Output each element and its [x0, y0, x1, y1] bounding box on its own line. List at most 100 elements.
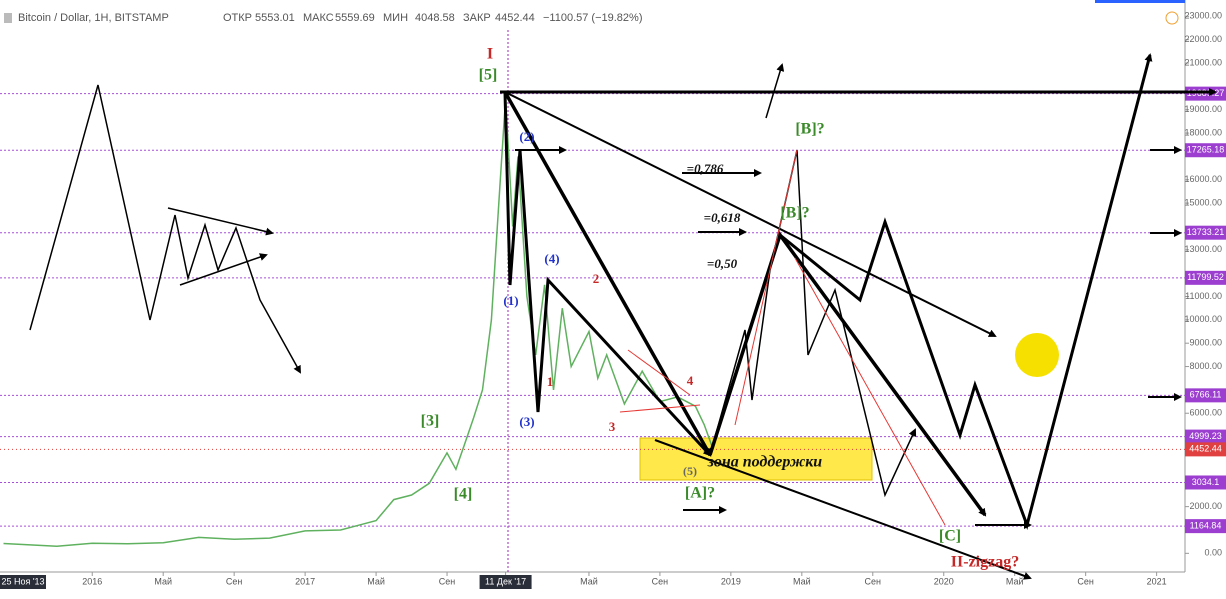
- drawn-line: [619, 404, 701, 413]
- y-tick-label: 13000.00: [1184, 244, 1222, 254]
- annotation: [A]?: [685, 485, 715, 502]
- y-tick-label: 21000.00: [1184, 57, 1222, 67]
- level-box: [1185, 475, 1226, 490]
- annotation: [B]?: [780, 205, 809, 222]
- annotation: =0,618: [704, 210, 741, 225]
- drawn-arrow: [179, 253, 268, 286]
- annotation: [B]?: [795, 121, 824, 138]
- drawn-arrow: [29, 84, 301, 374]
- header-text: ОТКР: [223, 12, 252, 24]
- header-text: 5559.69: [335, 12, 375, 24]
- header-text: МАКС: [303, 12, 334, 24]
- x-tick-label: Май: [580, 576, 598, 586]
- header-text: МИН: [383, 12, 408, 24]
- drawn-arrow: [503, 91, 712, 457]
- x-tick-label: 2020: [934, 576, 954, 586]
- header-text: 5553.01: [255, 12, 295, 24]
- y-tick-label: 23000.00: [1184, 11, 1222, 21]
- annotation: =0,50: [707, 256, 738, 271]
- annotation: [C]: [939, 528, 961, 545]
- last-price-box: [1185, 442, 1226, 457]
- level-box: [1185, 225, 1226, 240]
- level-box: [1185, 270, 1226, 285]
- level-label: 4999.23: [1189, 431, 1222, 441]
- drawn-arrow: [765, 63, 785, 119]
- drawn-line: [734, 149, 798, 426]
- level-label: 1164.84: [1190, 521, 1222, 531]
- y-tick-label: 18000.00: [1184, 127, 1222, 137]
- level-box: [1185, 388, 1226, 403]
- annotation: 4: [687, 373, 694, 388]
- y-tick-label: 8000.00: [1189, 361, 1222, 371]
- header-text: ЗАКР: [463, 12, 491, 24]
- x-tick-label: Сен: [226, 576, 243, 586]
- x-start-box: [0, 575, 46, 589]
- support-zone: [639, 437, 873, 481]
- y-tick-label: 11000.00: [1185, 291, 1222, 301]
- x-tick-label: Сен: [439, 576, 456, 586]
- level-box: [1185, 519, 1226, 534]
- header-text: 4452.44: [495, 12, 535, 24]
- drawn-arrow: [654, 439, 1032, 580]
- annotation: (2): [519, 129, 534, 144]
- y-tick-label: 19000.00: [1184, 104, 1222, 114]
- level-label: 6766.11: [1190, 390, 1222, 400]
- level-box: [1185, 143, 1226, 158]
- annotation: [5]: [479, 67, 498, 84]
- level-box: [1185, 429, 1226, 444]
- y-tick-label: 16000.00: [1184, 174, 1222, 184]
- header-text: −1100.57 (−19.82%): [543, 12, 642, 24]
- symbol-icon: [4, 13, 12, 23]
- x-tick-label: 11 Дек '17: [485, 576, 526, 586]
- annotation: [4]: [454, 486, 473, 503]
- annotation: 2: [593, 271, 600, 286]
- x-tick-label: 2021: [1147, 576, 1167, 586]
- level-label: 3034.1: [1192, 477, 1220, 487]
- annotation: (4): [544, 251, 559, 266]
- x-tick-label: Сен: [652, 576, 669, 586]
- y-tick-label: 9000.00: [1189, 338, 1222, 348]
- annotation: [3]: [421, 413, 440, 430]
- annotation: 1: [547, 374, 554, 389]
- x-tick-label: Май: [154, 576, 172, 586]
- drawn-arrow: [167, 207, 274, 236]
- toolbar-hint: [1095, 0, 1185, 3]
- last-price-label: 4452.44: [1189, 444, 1222, 454]
- header-text: Bitcoin / Dollar, 1H, BITSTAMP: [18, 12, 169, 24]
- header-text: 4048.58: [415, 12, 455, 24]
- y-tick-label: 15000.00: [1184, 197, 1222, 207]
- drawn-arrow: [503, 91, 712, 457]
- alert-icon: [1165, 11, 1179, 25]
- level-label: 13733.21: [1187, 227, 1225, 237]
- x-start-label: 25 Ноя '13: [1, 576, 44, 586]
- annotation: (1): [503, 293, 518, 308]
- drawn-arrow: [504, 91, 997, 337]
- y-tick-label: 6000.00: [1189, 408, 1222, 418]
- cursor-highlight: [1015, 333, 1059, 377]
- x-cursor-box: [479, 575, 532, 589]
- x-tick-label: Май: [1006, 576, 1024, 586]
- y-tick-label: 2000.00: [1189, 501, 1222, 511]
- x-tick-label: Сен: [1077, 576, 1094, 586]
- annotation: (5): [683, 464, 697, 478]
- level-label: 11799.52: [1187, 272, 1224, 282]
- annotation: зона поддержки: [707, 454, 823, 471]
- drawn-line: [627, 349, 691, 396]
- annotation: (3): [519, 414, 534, 429]
- x-tick-label: Май: [367, 576, 385, 586]
- x-tick-label: 2016: [82, 576, 102, 586]
- level-label: 17265.18: [1187, 145, 1225, 155]
- x-tick-label: 2019: [721, 576, 741, 586]
- x-tick-label: 2017: [295, 576, 315, 586]
- x-tick-label: Май: [793, 576, 811, 586]
- price-line: [3, 98, 714, 548]
- annotation: 3: [609, 419, 616, 434]
- annotation: I: [487, 46, 493, 63]
- y-tick-label: 10000.00: [1184, 314, 1222, 324]
- x-tick-label: Сен: [865, 576, 882, 586]
- y-tick-label: 0.00: [1204, 548, 1222, 558]
- annotation: II-zigzag?: [951, 554, 1019, 571]
- annotation: =0,786: [687, 161, 724, 176]
